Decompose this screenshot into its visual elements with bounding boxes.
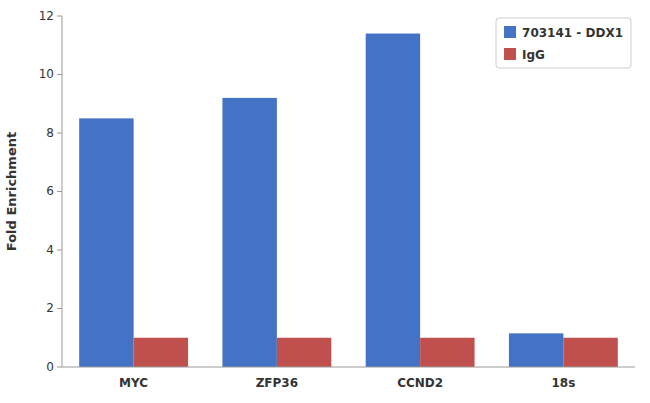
legend: 703141 - DDX1 IgG: [496, 18, 631, 68]
y-tick: [57, 367, 62, 368]
bar: [277, 338, 331, 367]
y-tick: [57, 74, 62, 75]
chart-container: 0 2 4 6 8 10 12 MYC ZFP36 CCND2 18s Fold Enrichment…: [0, 0, 650, 403]
x-tick-label: ZFP36: [256, 376, 298, 390]
y-tick-label: 8: [46, 126, 54, 140]
bar: [420, 338, 474, 367]
x-tick-label: MYC: [119, 376, 148, 390]
y-tick-label: 2: [46, 301, 54, 315]
y-tick-label: 10: [39, 67, 54, 81]
legend-frame: [496, 18, 631, 68]
y-tick-label: 12: [39, 9, 54, 23]
bar: [366, 34, 420, 367]
bar: [79, 118, 133, 367]
y-tick: [57, 191, 62, 192]
legend-label: IgG: [522, 48, 545, 62]
y-tick: [57, 16, 62, 17]
y-tick: [57, 133, 62, 134]
x-tick-label: CCND2: [397, 376, 443, 390]
x-axis-line: [62, 367, 635, 368]
y-tick-label: 6: [46, 184, 54, 198]
y-tick: [57, 250, 62, 251]
x-tick-label: 18s: [551, 376, 575, 390]
bars: [79, 34, 618, 367]
y-tick-label: 0: [46, 360, 54, 374]
legend-swatch: [504, 26, 516, 38]
bar: [563, 338, 617, 367]
y-axis-label: Fold Enrichment: [4, 132, 19, 251]
legend-swatch: [504, 48, 516, 60]
y-tick-label: 4: [46, 243, 54, 257]
bar: [134, 338, 188, 367]
legend-label: 703141 - DDX1: [522, 26, 623, 40]
bar: [222, 98, 276, 367]
y-axis-line: [62, 16, 63, 367]
chart-svg: 0 2 4 6 8 10 12 MYC ZFP36 CCND2 18s Fold Enrichment…: [0, 0, 650, 403]
y-tick: [57, 308, 62, 309]
bar: [509, 333, 563, 367]
